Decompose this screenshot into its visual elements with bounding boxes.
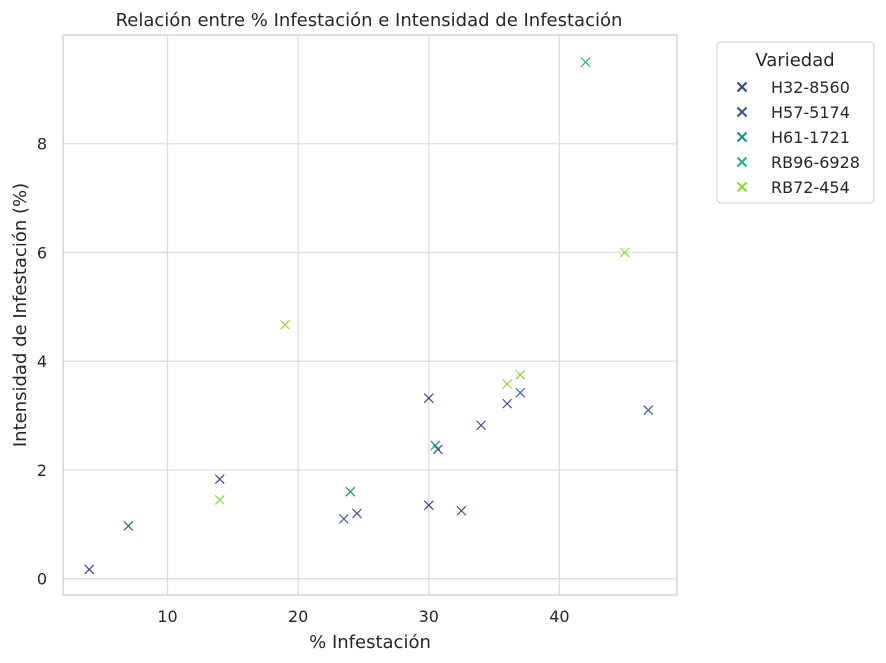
legend-box xyxy=(716,41,875,204)
plot-frame xyxy=(62,34,678,596)
legend-marker xyxy=(736,81,748,93)
data-point xyxy=(502,398,513,409)
data-point xyxy=(123,521,134,531)
y-tick-label: 8 xyxy=(37,135,47,154)
y-axis-label: Intensidad de Infestación (%) xyxy=(10,183,31,447)
data-point xyxy=(476,420,486,431)
data-point xyxy=(515,369,526,380)
x-tick-label: 40 xyxy=(549,607,569,626)
data-point xyxy=(214,474,225,485)
y-tick-label: 2 xyxy=(37,461,47,480)
data-point xyxy=(430,440,441,451)
data-point xyxy=(423,393,434,404)
data-point xyxy=(456,505,467,516)
data-point xyxy=(643,405,654,416)
data-point xyxy=(423,500,434,511)
legend-marker xyxy=(736,131,748,143)
legend-label: RB96-6928 xyxy=(771,153,860,172)
legend-marker xyxy=(736,156,748,168)
legend-label: H32-8560 xyxy=(771,78,850,97)
legend-label: H61-1721 xyxy=(771,128,850,147)
data-points xyxy=(84,57,654,575)
y-tick-label: 4 xyxy=(37,352,47,371)
legend-marker xyxy=(736,106,748,118)
data-point xyxy=(280,319,291,330)
chart-title: Relación entre % Infestación e Intensida… xyxy=(116,10,623,31)
y-tick-label: 0 xyxy=(37,570,47,589)
legend: Variedad H32-8560 H57-5174 H61-1721 RB96-69… xyxy=(716,41,875,204)
x-tick-labels: 10 20 30 40 xyxy=(157,607,569,626)
data-point xyxy=(345,486,356,497)
data-point xyxy=(502,379,513,389)
data-point xyxy=(338,513,349,524)
y-tick-labels: 0 2 4 6 8 xyxy=(37,135,47,589)
x-tick-label: 30 xyxy=(419,607,439,626)
legend-marker xyxy=(736,181,748,193)
legend-title: Variedad xyxy=(755,50,834,71)
legend-label: RB72-454 xyxy=(771,178,850,197)
data-point xyxy=(515,387,526,398)
x-tick-label: 20 xyxy=(288,607,308,626)
data-point xyxy=(619,247,630,258)
data-point xyxy=(580,57,591,68)
data-point xyxy=(352,508,362,519)
legend-label: H57-5174 xyxy=(771,103,850,122)
data-point xyxy=(214,494,225,505)
grid-lines xyxy=(63,35,677,595)
data-point xyxy=(84,564,95,575)
y-tick-label: 6 xyxy=(37,243,47,262)
x-tick-label: 10 xyxy=(157,607,177,626)
x-axis-label: % Infestación xyxy=(309,632,431,653)
